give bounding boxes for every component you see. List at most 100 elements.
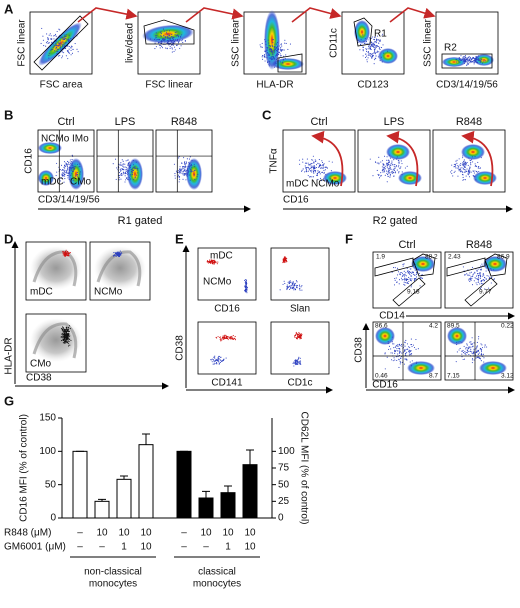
event-dot	[184, 169, 186, 171]
event-dot	[267, 61, 269, 64]
event-dot	[45, 45, 47, 47]
event-dot	[405, 280, 407, 282]
event-dot	[474, 271, 476, 273]
event-dot	[463, 169, 465, 171]
event-dot	[124, 171, 126, 174]
event-dot	[70, 339, 72, 342]
event-dot	[378, 177, 381, 179]
population-label: NCMo	[203, 277, 232, 288]
event-dot	[61, 51, 63, 53]
event-dot	[263, 54, 266, 56]
event-dot	[400, 361, 402, 363]
event-dot	[292, 286, 295, 288]
event-dot	[56, 171, 58, 173]
event-dot	[211, 358, 213, 360]
event-dot	[396, 158, 398, 160]
event-dot	[77, 51, 79, 53]
event-dot	[56, 44, 58, 46]
event-dot	[404, 284, 406, 286]
event-dot	[217, 357, 219, 359]
axis-label: CD123	[357, 80, 389, 91]
event-dot	[399, 168, 401, 170]
event-dot	[376, 169, 378, 172]
event-dot	[379, 46, 381, 48]
event-dot	[388, 167, 390, 169]
event-dot	[218, 358, 220, 360]
event-dot	[134, 166, 136, 168]
event-dot	[190, 163, 192, 166]
event-dot	[225, 334, 227, 336]
event-dot	[408, 354, 410, 356]
event-dot	[368, 39, 370, 41]
event-dot	[475, 278, 477, 280]
event-dot	[371, 53, 373, 55]
event-dot	[479, 269, 481, 271]
event-dot	[70, 37, 72, 40]
event-dot	[405, 278, 407, 280]
event-dot	[274, 66, 276, 68]
event-dot	[393, 357, 395, 359]
event-dot	[463, 171, 465, 173]
event-dot	[168, 30, 171, 32]
event-dot	[182, 166, 184, 168]
event-dot	[294, 335, 296, 337]
event-dot	[386, 164, 388, 166]
event-dot	[128, 169, 130, 171]
event-dot	[212, 262, 214, 264]
event-dot	[393, 284, 396, 286]
event-dot	[465, 348, 467, 350]
quadrant-percent: 86.6	[375, 323, 388, 330]
bar	[176, 450, 192, 519]
event-dot	[269, 48, 271, 50]
event-dot	[76, 171, 78, 174]
event-dot	[172, 39, 174, 42]
density	[354, 20, 370, 44]
event-dot	[282, 62, 284, 64]
event-dot	[403, 344, 405, 346]
event-dot	[464, 61, 466, 63]
event-dot	[471, 358, 474, 360]
event-dot	[479, 273, 481, 275]
event-dot	[120, 178, 122, 180]
event-dot	[468, 354, 470, 356]
event-dot	[401, 171, 403, 173]
event-dot	[149, 38, 151, 40]
event-dot	[462, 176, 464, 179]
event-dot	[401, 279, 403, 281]
event-dot	[295, 362, 297, 364]
event-dot	[58, 42, 60, 45]
event-dot	[299, 361, 301, 364]
event-dot	[473, 342, 475, 344]
event-dot	[309, 170, 311, 172]
event-dot	[400, 166, 402, 168]
panel-letter: E	[175, 231, 184, 246]
event-dot	[477, 278, 479, 280]
event-dot	[155, 36, 157, 39]
event-dot	[70, 161, 72, 163]
event-dot	[59, 37, 61, 39]
error-bar	[202, 490, 210, 498]
event-dot	[117, 253, 119, 255]
event-dot	[168, 38, 170, 40]
event-dot	[66, 171, 68, 173]
event-dot	[474, 170, 476, 172]
event-dot	[476, 62, 478, 64]
event-dot	[293, 365, 295, 367]
event-dot	[470, 271, 472, 273]
event-dot	[127, 170, 129, 172]
event-dot	[461, 164, 463, 166]
event-dot	[176, 39, 178, 42]
event-dot	[398, 358, 400, 360]
event-dot	[64, 34, 66, 36]
event-dot	[480, 350, 483, 352]
event-dot	[311, 176, 313, 178]
event-dot	[480, 343, 482, 345]
gate-label: R2	[444, 43, 457, 54]
event-dot	[68, 39, 70, 42]
event-dot	[120, 173, 122, 175]
event-dot	[59, 43, 61, 45]
axis-label: CD38	[175, 335, 186, 361]
event-dot	[119, 252, 121, 254]
event-dot	[480, 272, 482, 274]
density	[378, 48, 398, 64]
